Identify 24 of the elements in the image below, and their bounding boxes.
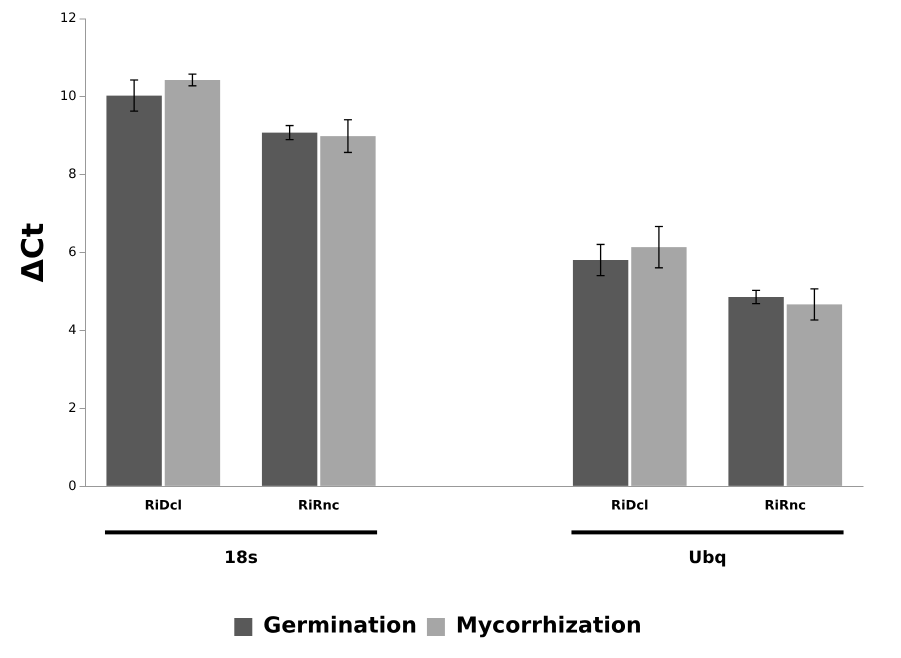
bar: [728, 297, 784, 486]
bar: [786, 304, 842, 486]
legend-label: Germination: [263, 614, 417, 639]
x-tick-label: RiDcl: [611, 498, 648, 514]
text: Ubq: [688, 548, 727, 568]
y-tick-label: 12: [60, 11, 77, 26]
bar: [164, 80, 220, 486]
y-tick-label: 8: [68, 167, 77, 182]
x-tick-label: RiRnc: [298, 498, 340, 514]
x-tick-label: RiDcl: [144, 498, 182, 514]
y-tick-label: 4: [68, 322, 77, 338]
bar: [106, 96, 162, 486]
x-tick-label: RiRnc: [764, 498, 806, 514]
bar: [262, 132, 318, 486]
y-axis-title: ΔCt: [16, 222, 51, 282]
y-tick-label: 2: [68, 400, 77, 416]
legend-label: Mycorrhization: [456, 614, 642, 639]
bar: [631, 247, 687, 486]
bar: [572, 260, 628, 486]
y-tick-label: 0: [68, 478, 77, 494]
y-tick-label: 6: [68, 244, 77, 260]
text: 18s: [224, 548, 258, 568]
y-tick-label: 10: [60, 89, 77, 104]
bar: [320, 136, 376, 486]
